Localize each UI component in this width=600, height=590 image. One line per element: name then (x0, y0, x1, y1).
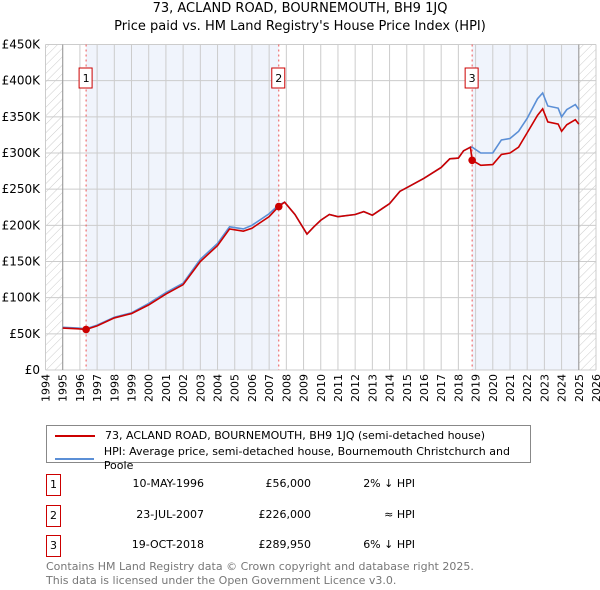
x-tick-label: 2000 (143, 374, 156, 402)
y-tick-label: £150K (2, 255, 42, 269)
y-tick-label: £250K (2, 182, 42, 196)
x-tick-label: 2006 (246, 374, 259, 402)
x-tick-label: 1997 (91, 374, 104, 402)
x-tick-label: 2023 (538, 374, 551, 402)
x-tick-label: 2020 (487, 374, 500, 402)
x-tick-label: 2009 (298, 374, 311, 402)
x-tick-label: 1995 (57, 374, 70, 402)
x-tick-label: 2014 (384, 374, 397, 402)
sale-price: £56,000 (265, 477, 312, 490)
footer-line: Contains HM Land Registry data © Crown c… (46, 560, 474, 573)
x-tick-label: 1999 (126, 374, 139, 402)
sale-marker: 2 (46, 505, 61, 527)
sale-point (82, 325, 90, 334)
sale-price: £289,950 (258, 538, 312, 551)
sale-marker-label: 3 (469, 72, 476, 85)
footer-line: This data is licensed under the Open Gov… (46, 574, 397, 587)
y-tick-label: £100K (2, 291, 42, 305)
x-tick-label: 2003 (194, 374, 207, 402)
x-tick-label: 2024 (556, 374, 569, 402)
x-tick-label: 2012 (349, 374, 362, 402)
x-tick-label: 2022 (521, 374, 534, 402)
x-tick-label: 2018 (452, 374, 465, 402)
legend-label-hpi: HPI: Average price, semi-detached house,… (103, 445, 510, 472)
x-tick-label: 2008 (280, 374, 293, 402)
x-tick-label: 2017 (435, 374, 448, 402)
x-tick-label: 1994 (40, 374, 53, 402)
x-tick-label: 2001 (160, 374, 173, 402)
price-chart: 1994 1995 1996 1997 1998 1999 2000 2001 2002 2003… (2, 38, 600, 403)
sale-date: 19-OCT-2018 (131, 538, 204, 551)
y-tick-label: £300K (2, 146, 42, 160)
sale-hpi: 2% ↓ HPI (363, 477, 415, 490)
x-tick-label: 2016 (418, 374, 431, 402)
chart-title: 73, ACLAND ROAD, BOURNEMOUTH, BH9 1JQ (152, 1, 448, 16)
y-tick-label: £0 (25, 363, 40, 377)
sale-marker-label: 1 (83, 72, 90, 85)
x-tick-label: 2007 (263, 374, 276, 402)
sale-point (468, 156, 476, 165)
sale-date: 10-MAY-1996 (132, 477, 204, 490)
sale-marker: 3 (46, 535, 61, 557)
y-tick-label: £350K (2, 110, 42, 124)
chart-subtitle: Price paid vs. HM Land Registry's House … (114, 19, 486, 34)
x-tick-label: 2015 (401, 374, 414, 402)
legend: 73, ACLAND ROAD, BOURNEMOUTH, BH9 1JQ (s… (46, 425, 531, 472)
legend-label-property: 73, ACLAND ROAD, BOURNEMOUTH, BH9 1JQ (s… (105, 429, 486, 442)
shaded-period (472, 44, 579, 370)
x-tick-label: 2025 (573, 374, 586, 402)
sale-hpi: ≈ HPI (384, 508, 415, 521)
sale-hpi: 6% ↓ HPI (363, 538, 415, 551)
sale-marker-box (464, 67, 479, 89)
sale-marker-label: 2 (275, 72, 282, 85)
sale-marker-box (271, 67, 286, 89)
x-tick-label: 2004 (212, 374, 225, 402)
x-tick-label: 2005 (229, 374, 242, 402)
property-price-line (62, 107, 580, 331)
x-tick-label: 2010 (315, 374, 328, 402)
sale-marker-box (78, 67, 93, 89)
legend-blue-line (55, 458, 94, 460)
x-tick-label: 2021 (504, 374, 517, 402)
x-tick-label: 2026 (590, 374, 600, 402)
sale-price: £226,000 (258, 508, 312, 521)
x-tick-label: 2011 (332, 374, 345, 402)
x-tick-label: 2002 (177, 374, 190, 402)
sale-marker: 1 (46, 474, 61, 496)
y-tick-label: £50K (9, 327, 41, 341)
sale-row: 2 23-JUL-2007 £226,000 ≈ HPI (46, 505, 446, 527)
x-tick-label: 2019 (470, 374, 483, 402)
x-tick-label: 1998 (108, 374, 121, 402)
hatched-region (578, 44, 596, 370)
sale-row: 1 10-MAY-1996 £56,000 2% ↓ HPI (46, 474, 446, 496)
shaded-period (86, 44, 279, 370)
legend-red-line (55, 435, 95, 437)
y-tick-label: £200K (2, 218, 42, 232)
sale-point (274, 202, 283, 211)
y-tick-label: £400K (2, 74, 42, 88)
sale-row: 3 19-OCT-2018 £289,950 6% ↓ HPI (46, 535, 446, 557)
y-tick-label: £450K (2, 38, 42, 52)
x-tick-label: 2013 (366, 374, 379, 402)
hatched-region (45, 44, 63, 370)
x-tick-label: 1996 (74, 374, 87, 402)
sale-date: 23-JUL-2007 (136, 508, 204, 521)
